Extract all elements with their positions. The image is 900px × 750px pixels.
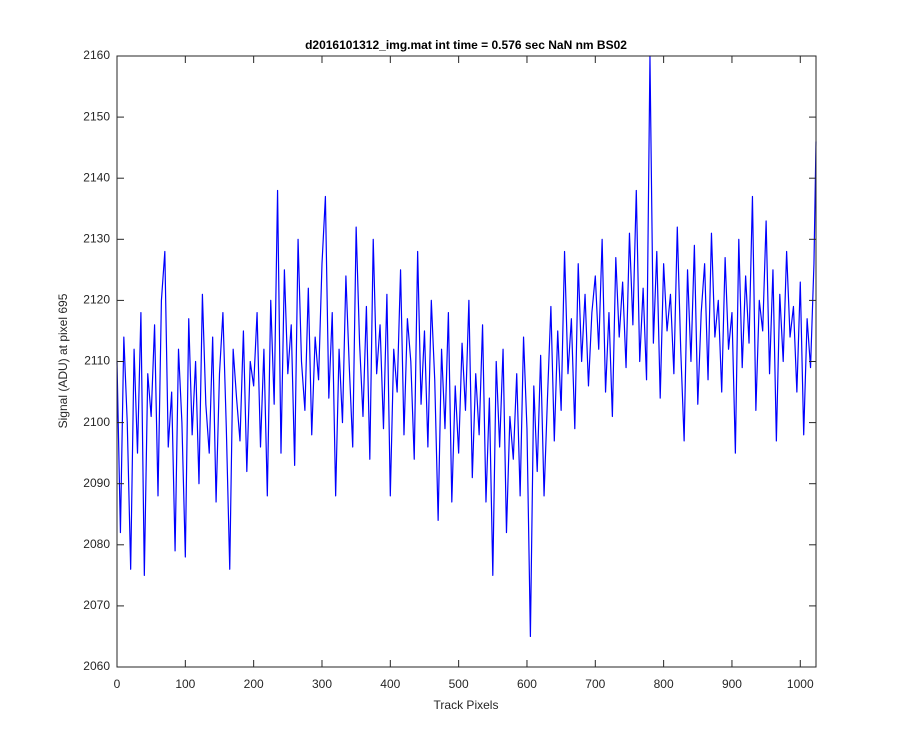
data-line xyxy=(116,55,817,638)
y-tick-label: 2090 xyxy=(83,476,110,490)
y-tick-label: 2060 xyxy=(83,659,110,673)
x-tick-label: 600 xyxy=(517,677,537,691)
y-tick-label: 2140 xyxy=(83,170,110,184)
x-tick-label: 300 xyxy=(312,677,332,691)
chart-title: d2016101312_img.mat int time = 0.576 sec… xyxy=(305,38,627,52)
x-tick-label: 500 xyxy=(449,677,469,691)
x-tick-label: 100 xyxy=(175,677,195,691)
x-tick-label: 800 xyxy=(654,677,674,691)
x-tick-label: 700 xyxy=(585,677,605,691)
y-tick-label: 2070 xyxy=(83,598,110,612)
y-axis-label: Signal (ADU) at pixel 695 xyxy=(56,293,70,428)
y-tick-label: 2160 xyxy=(83,48,110,62)
y-tick-label: 2110 xyxy=(84,354,110,368)
y-tick-label: 2100 xyxy=(83,415,110,429)
x-axis-label: Track Pixels xyxy=(434,698,499,712)
x-tick-label: 200 xyxy=(244,677,264,691)
y-tick-label: 2150 xyxy=(83,109,110,123)
y-tick-label: 2120 xyxy=(83,293,110,307)
x-tick-label: 400 xyxy=(380,677,400,691)
x-tick-label: 900 xyxy=(722,677,742,691)
y-tick-label: 2080 xyxy=(83,537,110,551)
x-tick-label: 0 xyxy=(114,677,121,691)
x-tick-label: 1000 xyxy=(787,677,814,691)
y-tick-label: 2130 xyxy=(83,231,110,245)
